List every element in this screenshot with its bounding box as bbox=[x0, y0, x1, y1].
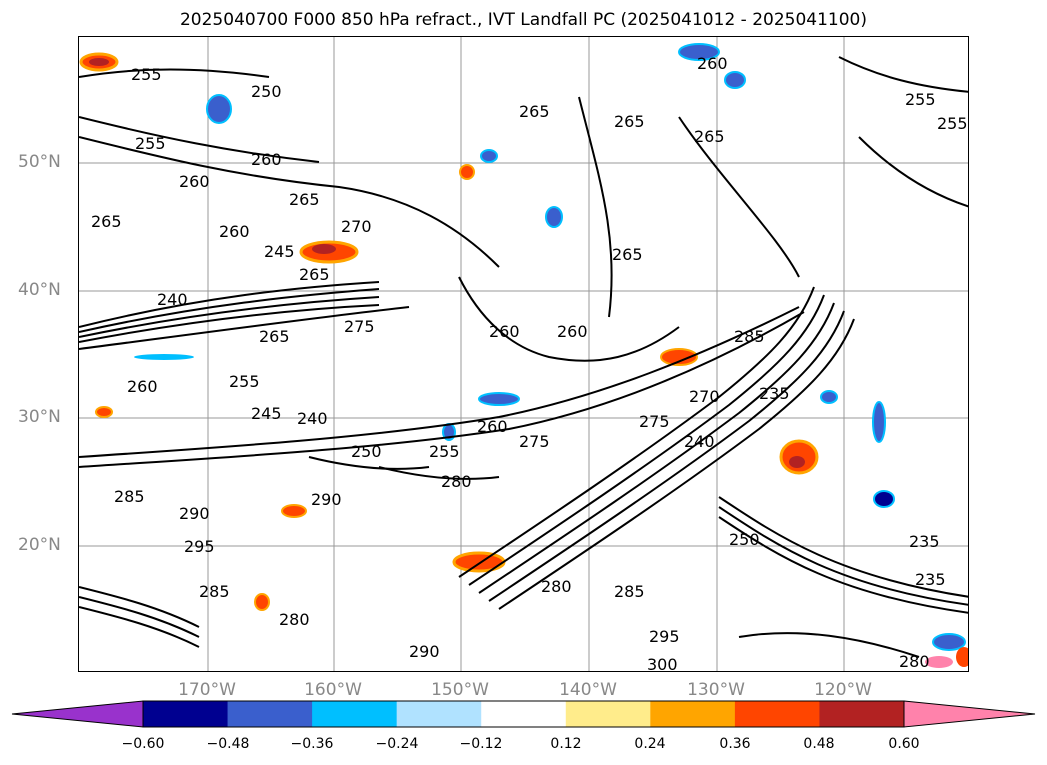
colorbar-segment bbox=[565, 701, 651, 727]
lon-label-140w: 140°W bbox=[559, 680, 617, 700]
contour-label: 285 bbox=[114, 487, 145, 506]
lon-label-150w: 150°W bbox=[431, 680, 489, 700]
contour-label: 235 bbox=[759, 384, 790, 403]
colorbar-segments bbox=[11, 700, 1036, 728]
contour-label: 275 bbox=[639, 412, 670, 431]
contour-label: 255 bbox=[937, 114, 968, 133]
colorbar bbox=[11, 700, 1036, 728]
contour-label: 265 bbox=[259, 327, 290, 346]
contour-label: 265 bbox=[91, 212, 122, 231]
contour-label: 250 bbox=[251, 82, 282, 101]
lat-label-30n: 30°N bbox=[18, 407, 61, 427]
contour-label: 260 bbox=[127, 377, 158, 396]
map-panel: 255 250 255 260 260 265 265 270 260 245 … bbox=[78, 36, 969, 672]
contour-label: 265 bbox=[299, 265, 330, 284]
contour-label: 295 bbox=[184, 537, 215, 556]
contour-label: 260 bbox=[557, 322, 588, 341]
contour-label: 265 bbox=[519, 102, 550, 121]
contour-label: 285 bbox=[734, 327, 765, 346]
colorbar-tick: 0.60 bbox=[888, 736, 920, 752]
contour-label: 275 bbox=[344, 317, 375, 336]
lat-label-20n: 20°N bbox=[18, 535, 61, 555]
colorbar-segment bbox=[650, 701, 736, 727]
contour-label: 280 bbox=[279, 610, 310, 629]
contour-label: 265 bbox=[612, 245, 643, 264]
lon-label-170w: 170°W bbox=[178, 680, 236, 700]
lat-label-50n: 50°N bbox=[18, 152, 61, 172]
contour-label: 290 bbox=[179, 504, 210, 523]
contour-label: 290 bbox=[409, 642, 440, 661]
contour-label: 235 bbox=[915, 570, 946, 589]
colorbar-tick: −0.36 bbox=[290, 736, 334, 752]
colorbar-segment bbox=[734, 701, 820, 727]
colorbar-tick: 0.24 bbox=[634, 736, 666, 752]
contour-label: 255 bbox=[429, 442, 460, 461]
contour-label: 255 bbox=[135, 134, 166, 153]
contour-label: 260 bbox=[179, 172, 210, 191]
contour-label: 280 bbox=[541, 577, 572, 596]
colorbar-tick: −0.60 bbox=[121, 736, 165, 752]
lat-label-40n: 40°N bbox=[18, 280, 61, 300]
contour-label: 250 bbox=[729, 530, 760, 549]
colorbar-segment bbox=[481, 701, 567, 727]
shaded-anomalies bbox=[79, 43, 968, 668]
contour-label: 290 bbox=[311, 490, 342, 509]
contour-label-group: 255 250 255 260 260 265 265 270 260 245 … bbox=[91, 54, 968, 672]
contour-label: 270 bbox=[341, 217, 372, 236]
contour-label: 240 bbox=[297, 409, 328, 428]
colorbar-tick: 0.48 bbox=[803, 736, 835, 752]
contour-label: 265 bbox=[289, 190, 320, 209]
contour-label: 265 bbox=[614, 112, 645, 131]
contour-label: 245 bbox=[251, 404, 282, 423]
contour-label: 245 bbox=[264, 242, 295, 261]
contour-label: 260 bbox=[251, 150, 282, 169]
lon-label-120w: 120°W bbox=[814, 680, 872, 700]
contour-label: 295 bbox=[649, 627, 680, 646]
colorbar-extend-low bbox=[11, 700, 144, 728]
colorbar-segment bbox=[143, 701, 229, 727]
lon-label-130w: 130°W bbox=[687, 680, 745, 700]
colorbar-segment bbox=[819, 701, 905, 727]
contour-label: 250 bbox=[351, 442, 382, 461]
colorbar-tick: 0.36 bbox=[719, 736, 751, 752]
contour-label: 255 bbox=[131, 65, 162, 84]
colorbar-segment bbox=[312, 701, 398, 727]
colorbar-tick: −0.48 bbox=[206, 736, 250, 752]
contour-label: 260 bbox=[697, 54, 728, 73]
colorbar-tick: 0.12 bbox=[550, 736, 582, 752]
colorbar-tick: −0.12 bbox=[459, 736, 503, 752]
map-canvas: 255 250 255 260 260 265 265 270 260 245 … bbox=[79, 37, 968, 672]
contour-label: 280 bbox=[441, 472, 472, 491]
contour-label: 255 bbox=[229, 372, 260, 391]
map-title: 2025040700 F000 850 hPa refract., IVT La… bbox=[179, 10, 867, 30]
contour-label: 275 bbox=[519, 432, 550, 451]
contour-label: 260 bbox=[489, 322, 520, 341]
colorbar-extend-high bbox=[903, 700, 1036, 728]
contour-label: 300 bbox=[647, 655, 678, 672]
contour-lines bbox=[79, 56, 968, 658]
lon-label-160w: 160°W bbox=[304, 680, 362, 700]
contour-label: 270 bbox=[689, 387, 720, 406]
contour-label: 260 bbox=[219, 222, 250, 241]
contour-label: 240 bbox=[157, 290, 188, 309]
colorbar-segment bbox=[396, 701, 482, 727]
contour-label: 285 bbox=[199, 582, 230, 601]
contour-label: 285 bbox=[614, 582, 645, 601]
contour-label: 235 bbox=[909, 532, 940, 551]
contour-label: 240 bbox=[684, 432, 715, 451]
contour-label: 280 bbox=[899, 652, 930, 671]
gridlines bbox=[79, 37, 968, 671]
contour-label: 260 bbox=[477, 417, 508, 436]
contour-label: 255 bbox=[905, 90, 936, 109]
contour-label: 265 bbox=[694, 127, 725, 146]
colorbar-tick: −0.24 bbox=[375, 736, 419, 752]
colorbar-segment bbox=[227, 701, 313, 727]
